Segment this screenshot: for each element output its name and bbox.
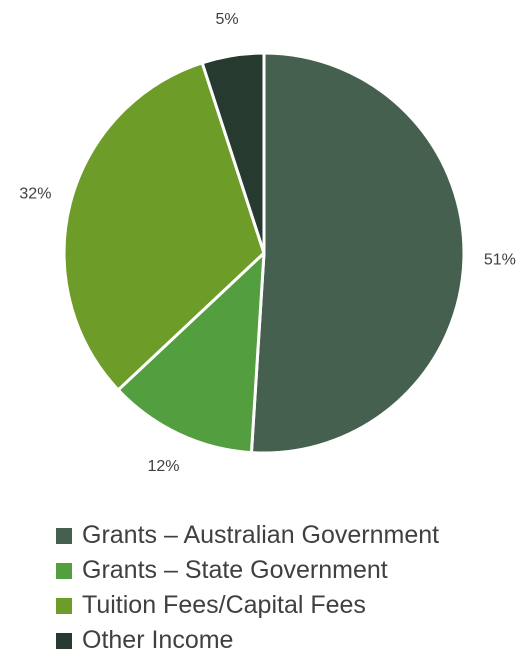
chart-legend: Grants – Australian Government Grants – … xyxy=(56,518,439,658)
pie-slice-tuition-fees-capital-fees xyxy=(62,61,266,392)
data-label-tuition-fees-capital-fees: 32% xyxy=(19,186,51,203)
data-label-grants-state-government: 12% xyxy=(148,458,180,475)
data-label-grants-australian-government: 51% xyxy=(484,252,516,269)
legend-swatch xyxy=(56,527,72,544)
legend-swatch xyxy=(56,632,72,649)
legend-item-tuition-fees: Tuition Fees/Capital Fees xyxy=(56,588,439,623)
data-label-other-income: 5% xyxy=(216,11,239,28)
pie-chart: 51% 12% 32% 5% xyxy=(19,11,516,475)
pie-slice-grants-australian-government xyxy=(249,51,466,455)
legend-swatch xyxy=(56,562,72,579)
legend-label: Other Income xyxy=(82,626,234,654)
legend-label: Grants – State Government xyxy=(82,556,388,584)
legend-item-state-government: Grants – State Government xyxy=(56,553,439,588)
legend-item-other-income: Other Income xyxy=(56,623,439,658)
pie-slice-other-income xyxy=(200,51,266,255)
legend-swatch xyxy=(56,597,72,614)
legend-label: Tuition Fees/Capital Fees xyxy=(82,591,366,619)
pie-slice-grants-state-government xyxy=(116,251,266,455)
legend-label: Grants – Australian Government xyxy=(82,521,440,549)
legend-item-australian-government: Grants – Australian Government xyxy=(56,518,439,553)
